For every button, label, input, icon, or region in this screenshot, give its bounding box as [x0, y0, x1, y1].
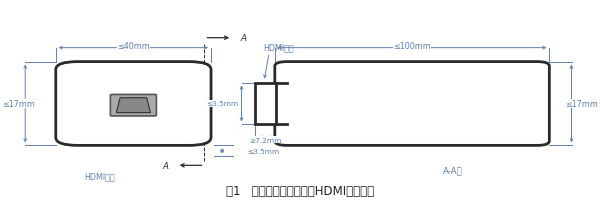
Text: ≤100mm: ≤100mm: [393, 42, 431, 51]
Bar: [275, 83, 290, 125]
Text: A-A面: A-A面: [443, 165, 463, 174]
Text: ≤40mm: ≤40mm: [117, 42, 150, 51]
Text: ≤3.5mm: ≤3.5mm: [206, 101, 239, 107]
Text: ≤3.5mm: ≤3.5mm: [247, 148, 280, 154]
Text: ≤17mm: ≤17mm: [565, 100, 598, 109]
Text: HDMI插头: HDMI插头: [84, 172, 115, 180]
Bar: [256, 83, 277, 125]
FancyBboxPatch shape: [275, 62, 550, 146]
Text: ≥7.2mm: ≥7.2mm: [250, 137, 282, 143]
Text: 图1   直插式机顶盒尺寸和HDMI插头位置: 图1 直插式机顶盒尺寸和HDMI插头位置: [226, 184, 374, 197]
Text: ≤17mm: ≤17mm: [2, 100, 35, 109]
Text: A: A: [163, 161, 169, 170]
FancyBboxPatch shape: [110, 95, 157, 116]
Text: A: A: [241, 34, 247, 43]
Text: HDMI插头: HDMI插头: [264, 43, 295, 52]
Polygon shape: [116, 98, 151, 113]
FancyBboxPatch shape: [56, 62, 211, 146]
